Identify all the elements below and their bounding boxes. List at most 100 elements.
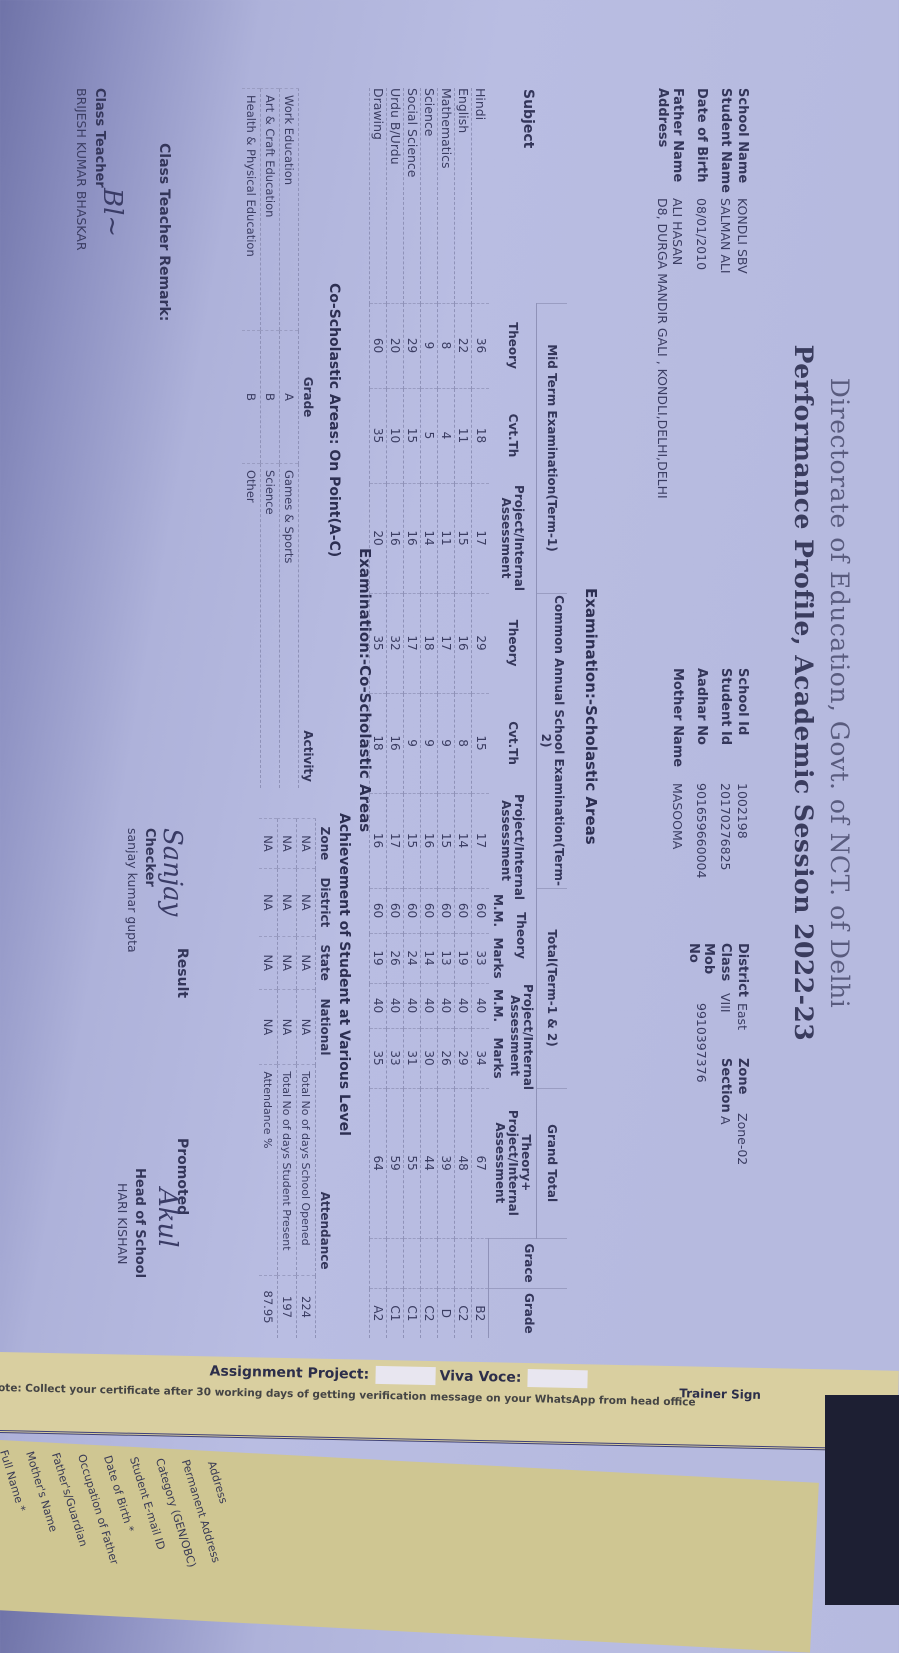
area-grade: B (260, 330, 280, 464)
cell-t1-cvt: 5 (421, 388, 438, 483)
section-value: A (718, 1116, 733, 1125)
level-header-state: State (318, 944, 332, 981)
theory-mm-header: M.M. (491, 894, 505, 928)
cell-t1-proj: 14 (421, 483, 438, 594)
result-label: Result (174, 948, 190, 999)
cell-grace (387, 1238, 404, 1289)
mother-name-value: MASOOMA (670, 783, 685, 850)
co-scholastic-table: Grade Activity Work Education A Games & Sp… (242, 88, 317, 788)
viva-input[interactable] (527, 1369, 588, 1389)
cell-pr-mm: 40 (472, 983, 489, 1029)
project-mm-header: M.M. (491, 989, 505, 1023)
dob-value: 08/01/2010 (694, 198, 709, 271)
scholastic-table: Subject Mid Term Examination(Term-1) Com… (370, 88, 567, 1339)
achievement-table: Zone District State National Attendance NA NA… (259, 818, 334, 1338)
father-name-value: ALI HASAN (670, 198, 685, 266)
cell-t2-theory: 18 (421, 593, 438, 694)
cell-subject: Science (421, 88, 438, 303)
cell-t2-proj: 17 (472, 793, 489, 889)
form-field-label: Address (204, 1459, 231, 1506)
attendance-value: 197 (277, 1275, 297, 1338)
class-teacher-name: BRIJESH KUMAR BHASKAR (74, 88, 89, 251)
level-header-zone: Zone (318, 826, 332, 861)
aadhar-label: Aadhar No (694, 668, 709, 745)
co-scholastic-row: Work Education A Games & Sports (279, 88, 299, 788)
attendance-label: Total No of days School Opened (296, 1064, 316, 1276)
cell-grace (438, 1238, 455, 1289)
cell-subject: Drawing (370, 88, 387, 303)
dob-label: Date of Birth (694, 88, 709, 183)
achievement-cell: NA (296, 989, 316, 1065)
directorate-title: Directorate of Education, Govt. of NCT. … (825, 377, 854, 1009)
cell-th-marks: 19 (455, 933, 472, 984)
cell-th-mm: 60 (421, 888, 438, 934)
area-name: Art & Craft Education (260, 88, 280, 331)
cell-t1-proj: 16 (387, 483, 404, 594)
total-project-header: Project/Internal Assessment (508, 984, 535, 1091)
assignment-input[interactable] (374, 1365, 436, 1386)
attendance-header: Attendance (318, 1191, 332, 1270)
cell-grade: C2 (455, 1288, 472, 1339)
assignment-project-label: Assignment Project: (209, 1362, 436, 1386)
cell-t2-theory: 17 (404, 593, 421, 694)
cell-t1-theory: 22 (455, 303, 472, 388)
attendance-label: Attendance % (259, 1064, 278, 1276)
table-row: Social Science 29 15 16 17 9 15 60 24 40 31 55 C1 (404, 88, 421, 1339)
cell-t2-proj: 15 (438, 793, 455, 889)
cell-t1-cvt: 10 (387, 388, 404, 483)
class-teacher-signature: Bl~ (97, 188, 127, 238)
student-id-value: 20170276825 (718, 783, 733, 871)
total-header: Total(Term-1 & 2) (536, 888, 567, 1089)
achievement-cell: NA (259, 868, 278, 937)
annual-exam-header: Common Annual School Examination(Term-2) (536, 593, 567, 889)
area-grade: A (279, 330, 299, 464)
session-title: Performance Profile, Academic Session 20… (789, 344, 818, 1042)
attendance-value: 87.95 (259, 1275, 278, 1338)
attendance-value: 224 (296, 1275, 316, 1338)
cell-grade: C1 (404, 1288, 421, 1339)
table-row: Urdu B/Urdu 20 10 16 32 16 17 60 26 40 33 59 C1 (387, 88, 404, 1339)
cell-pr-mm: 40 (370, 983, 387, 1029)
cell-t1-cvt: 35 (370, 388, 387, 483)
table-row: Science 9 5 14 18 9 16 60 14 40 30 44 C2 (421, 88, 438, 1339)
address-label: Address (655, 88, 670, 148)
head-of-school-name: HARI KISHAN (115, 1183, 130, 1265)
cell-t2-theory: 32 (387, 593, 404, 694)
school-name-value: KONDLI SBV (735, 198, 750, 274)
cell-t2-proj: 17 (387, 793, 404, 889)
achievement-row: NA NA NA NA Total No of days Student Present… (277, 818, 297, 1338)
mob-value: 9910397376 (694, 1003, 709, 1083)
underlying-form-lower: Full Name * Mother's Name Father's/Guardia… (0, 1440, 819, 1653)
cell-subject: Social Science (404, 88, 421, 303)
cell-pr-mm: 40 (455, 983, 472, 1029)
cell-grand: 59 (387, 1088, 404, 1239)
cell-t2-cvt: 8 (455, 693, 472, 794)
class-label: Class (718, 943, 733, 982)
cell-t2-cvt: 9 (421, 693, 438, 794)
cell-grade: C2 (421, 1288, 438, 1339)
checker-label: Checker (142, 828, 157, 887)
cell-pr-marks: 29 (455, 1028, 472, 1089)
t2-project-header: Project/Internal Assessment (499, 794, 527, 901)
cell-grace (370, 1238, 387, 1289)
co-scholastic-row: Health & Physical Education B Other (242, 88, 261, 788)
cell-th-marks: 13 (438, 933, 455, 984)
t1-project-header: Project/Internal Assessment (499, 485, 527, 592)
cell-pr-marks: 34 (472, 1028, 489, 1089)
area-name: Health & Physical Education (242, 88, 261, 331)
t2-cvt-header: Cvt.Th (506, 721, 520, 765)
t1-cvt-header: Cvt.Th (506, 413, 520, 458)
cell-t1-theory: 36 (472, 303, 489, 388)
cell-th-mm: 60 (472, 888, 489, 934)
cell-t1-proj: 16 (404, 483, 421, 594)
cell-th-marks: 19 (370, 933, 387, 984)
cell-t2-theory: 29 (472, 593, 489, 694)
grade-header: Grade (489, 1288, 567, 1339)
cell-t1-proj: 17 (472, 483, 489, 594)
achievement-cell: NA (296, 936, 316, 990)
cell-subject: Urdu B/Urdu (387, 88, 404, 303)
father-name-label: Father Name (670, 88, 685, 183)
cell-t2-proj: 14 (455, 793, 472, 889)
cell-th-marks: 24 (404, 933, 421, 984)
grade-col-header: Grade (301, 376, 315, 418)
